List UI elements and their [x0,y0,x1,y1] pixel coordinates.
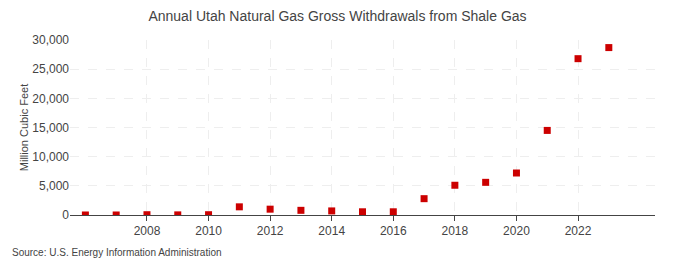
svg-text:30,000: 30,000 [32,33,69,47]
svg-text:Annual Utah Natural Gas Gross: Annual Utah Natural Gas Gross Withdrawal… [148,8,526,24]
svg-text:2008: 2008 [134,224,161,238]
svg-text:2014: 2014 [318,224,345,238]
svg-text:Source: U.S. Energy Informatio: Source: U.S. Energy Information Administ… [12,247,222,258]
svg-text:10,000: 10,000 [32,150,69,164]
svg-text:25,000: 25,000 [32,62,69,76]
svg-text:2012: 2012 [257,224,284,238]
svg-text:0: 0 [62,208,69,222]
svg-text:2016: 2016 [380,224,407,238]
svg-text:2022: 2022 [565,224,592,238]
svg-text:20,000: 20,000 [32,92,69,106]
svg-text:2018: 2018 [442,224,469,238]
svg-text:Million Cubic Feet: Million Cubic Feet [18,84,30,171]
svg-text:2020: 2020 [503,224,530,238]
svg-text:2010: 2010 [195,224,222,238]
svg-text:15,000: 15,000 [32,121,69,135]
svg-text:5,000: 5,000 [39,179,69,193]
